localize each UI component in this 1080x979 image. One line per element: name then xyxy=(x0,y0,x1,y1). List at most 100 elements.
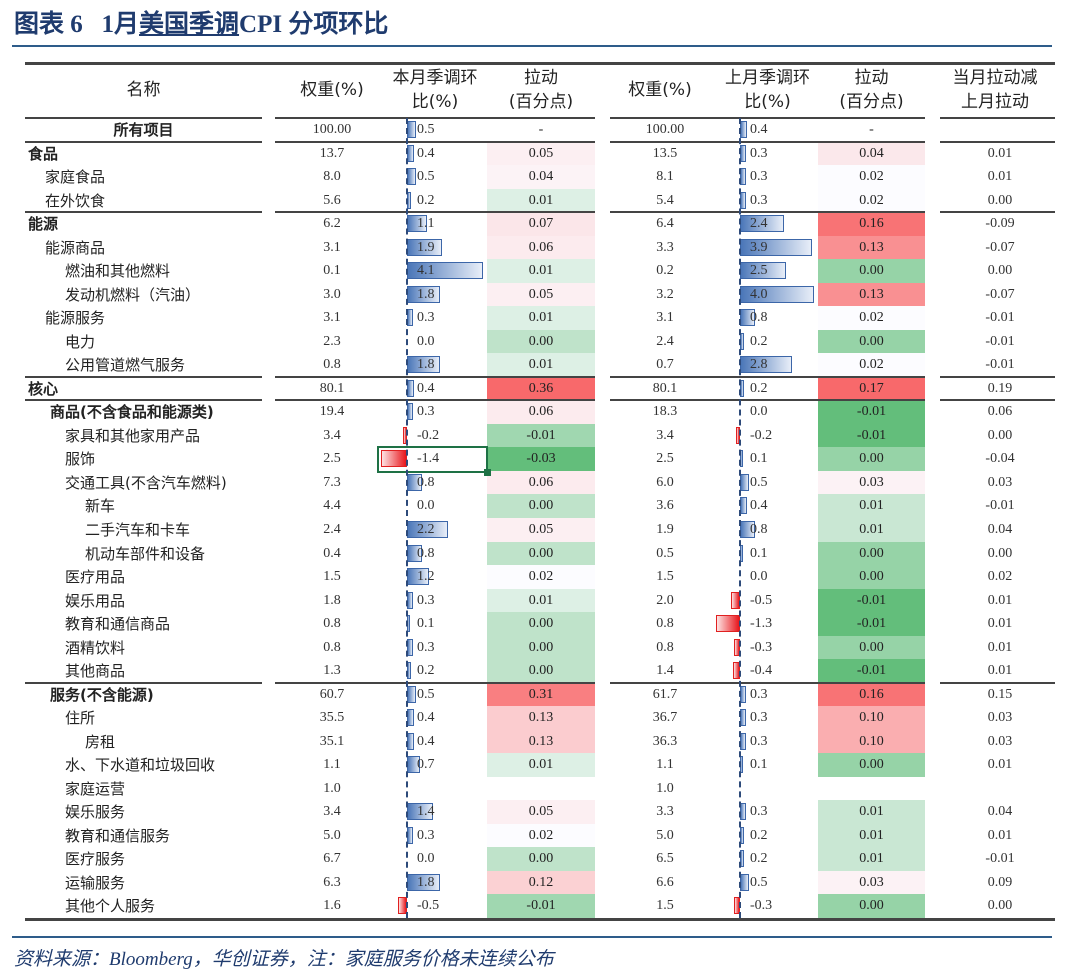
weight-previous: 0.7 xyxy=(656,357,674,373)
pull-previous: - xyxy=(869,122,874,137)
weight-current: 1.6 xyxy=(323,898,341,914)
section-divider xyxy=(940,399,1055,402)
table-row: 其他商品 1.3 0.2 0.00 1.4 -0.4 -0.01 0.01 xyxy=(0,659,1080,683)
weight-previous: 0.8 xyxy=(656,616,674,632)
weight-current: 1.3 xyxy=(323,663,341,679)
weight-current: 5.6 xyxy=(323,192,341,208)
table-row: 房租 35.1 0.4 0.13 36.3 0.3 0.10 0.03 xyxy=(0,729,1080,754)
section-divider xyxy=(275,375,595,378)
pull-difference: -0.01 xyxy=(985,333,1015,349)
table-top-border xyxy=(25,62,1055,65)
pull-current: 0.05 xyxy=(487,518,595,542)
pull-previous: 0.02 xyxy=(818,188,925,213)
pull-current: 0.04 xyxy=(487,165,595,189)
mom-current-bar xyxy=(407,121,417,138)
pull-current: 0.01 xyxy=(487,753,595,777)
section-divider xyxy=(275,399,595,402)
weight-previous: 1.4 xyxy=(656,663,674,679)
pull-previous: 0.00 xyxy=(818,447,925,471)
weight-current: 5.0 xyxy=(323,827,341,843)
row-name: 住所 xyxy=(65,709,96,728)
mom-current: 0.1 xyxy=(417,616,435,632)
weight-previous: 3.3 xyxy=(656,239,674,255)
pull-difference: 0.19 xyxy=(987,380,1013,396)
selected-cell[interactable] xyxy=(377,446,491,476)
row-name: 公用管道燃气服务 xyxy=(65,356,186,375)
pull-current: 0.00 xyxy=(487,635,595,660)
section-divider xyxy=(610,140,925,143)
row-name: 运输服务 xyxy=(65,873,126,892)
row-name: 在外饮食 xyxy=(45,191,106,210)
row-name: 新车 xyxy=(85,497,116,516)
header-name: 名称 xyxy=(126,80,161,100)
weight-current: 6.7 xyxy=(323,851,341,867)
row-name: 燃油和其他燃料 xyxy=(65,262,171,281)
mom-current: 1.2 xyxy=(417,569,435,585)
pull-previous: -0.01 xyxy=(818,423,925,448)
header-divider xyxy=(25,117,262,119)
pull-difference: 0.15 xyxy=(987,686,1013,702)
mom-current: -1.4 xyxy=(417,451,440,467)
weight-previous: 3.2 xyxy=(656,286,674,302)
pull-previous: 0.02 xyxy=(818,353,925,377)
mom-previous: 0.1 xyxy=(750,451,768,467)
pull-current: 0.13 xyxy=(487,706,595,730)
weight-previous: 3.3 xyxy=(656,804,674,820)
row-name: 能源服务 xyxy=(45,309,106,328)
weight-previous: 36.3 xyxy=(652,733,678,749)
section-divider xyxy=(25,140,262,143)
header-line: 拉动 xyxy=(854,68,889,88)
row-name: 教育和通信商品 xyxy=(65,615,171,634)
row-name: 家具和其他家用产品 xyxy=(65,426,201,445)
row-name: 医疗服务 xyxy=(65,850,126,869)
mom-previous: 3.9 xyxy=(750,239,768,255)
row-name: 娱乐用品 xyxy=(65,591,126,610)
header-divider xyxy=(610,117,925,119)
pull-previous: 0.16 xyxy=(818,212,925,236)
pull-previous: 0.16 xyxy=(818,682,925,707)
table-row: 交通工具(不含汽车燃料) 7.3 0.8 0.06 6.0 0.5 0.03 0.03 xyxy=(0,470,1080,495)
pull-previous: 0.13 xyxy=(818,235,925,260)
mom-previous: 0.4 xyxy=(750,122,768,137)
pull-current: 0.13 xyxy=(487,729,595,754)
section-divider xyxy=(610,211,925,214)
header-weight-previous: 权重(%) xyxy=(628,80,692,100)
header-pull-previous: 拉动 (百分点) xyxy=(818,66,925,114)
section-divider xyxy=(940,681,1055,684)
mom-previous: 0.3 xyxy=(750,192,768,208)
pull-difference: 0.04 xyxy=(987,804,1013,820)
mom-previous: 0.0 xyxy=(750,404,768,420)
pull-difference: 0.03 xyxy=(987,474,1013,490)
table-row: 公用管道燃气服务 0.8 1.8 0.01 0.7 2.8 0.02 -0.01 xyxy=(0,353,1080,377)
title-prefix: 图表 6 1月 xyxy=(14,11,140,38)
row-name: 商品(不含食品和能源类) xyxy=(50,403,214,422)
weight-previous: 8.1 xyxy=(656,169,674,185)
weight-current: 0.8 xyxy=(323,616,341,632)
mom-current: 0.3 xyxy=(417,310,435,326)
pull-difference: 0.01 xyxy=(987,616,1013,632)
pull-previous: 0.00 xyxy=(818,894,925,918)
pull-previous: 0.01 xyxy=(818,518,925,542)
weight-previous: 80.1 xyxy=(652,380,678,396)
pull-previous: 0.17 xyxy=(818,376,925,401)
section-divider xyxy=(610,399,925,402)
pull-previous: -0.01 xyxy=(818,400,925,424)
mom-previous: -1.3 xyxy=(750,616,773,632)
mom-previous-bar xyxy=(740,121,748,138)
pull-current: 0.05 xyxy=(487,800,595,824)
weight-current: 0.8 xyxy=(323,357,341,373)
mom-previous: 2.4 xyxy=(750,216,768,232)
table-row: 教育和通信商品 0.8 0.1 0.00 0.8 -1.3 -0.01 0.01 xyxy=(0,612,1080,636)
table-row: 服务(不含能源) 60.7 0.5 0.31 61.7 0.3 0.16 0.15 xyxy=(0,682,1080,707)
weight-current: 3.4 xyxy=(323,427,341,443)
mom-current: 0.4 xyxy=(417,710,435,726)
pull-difference: -0.07 xyxy=(985,239,1015,255)
mom-previous: 0.2 xyxy=(750,827,768,843)
section-divider xyxy=(25,375,262,378)
weight-previous: 0.5 xyxy=(656,545,674,561)
fill-handle[interactable] xyxy=(484,468,491,476)
weight-current: 19.4 xyxy=(319,404,345,420)
table-row: 娱乐服务 3.4 1.4 0.05 3.3 0.3 0.01 0.04 xyxy=(0,800,1080,824)
mom-current: 0.7 xyxy=(417,757,435,773)
row-name: 电力 xyxy=(65,332,96,351)
